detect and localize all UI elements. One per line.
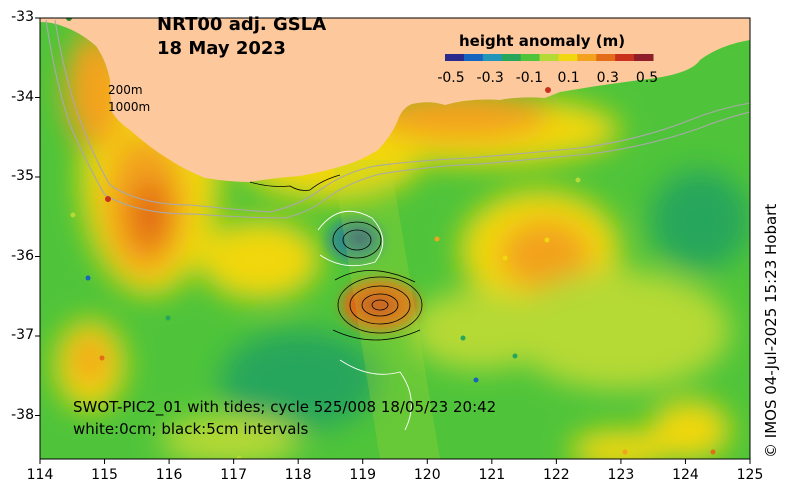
x-tick-label: 121: [478, 467, 506, 483]
colorbar-swatch: [558, 54, 578, 61]
y-tick-label: -36: [11, 247, 34, 264]
contour-label-1000m: 1000m: [108, 100, 151, 114]
x-tick-label: 119: [349, 467, 377, 483]
zero-contours: [317, 210, 412, 431]
swot-contours: [332, 221, 423, 341]
x-tick-label: 118: [284, 467, 312, 483]
x-tick-label: 117: [220, 467, 247, 483]
x-tick-label: 125: [736, 467, 764, 483]
x-tick-label: 115: [91, 467, 118, 483]
anomaly-field: [55, 30, 750, 459]
colorbar-swatch: [445, 54, 465, 61]
colorbar-title: height anomaly (m): [459, 32, 626, 50]
colorbar-swatch: [634, 54, 654, 61]
x-tick-label: 122: [542, 467, 570, 483]
plot-frame: [39, 17, 751, 460]
colorbar-tick-label: 0.1: [557, 70, 580, 86]
map-title: NRT00 adj. GSLA: [157, 14, 327, 35]
colorbar-tick-label: 0.5: [635, 70, 659, 86]
coastline: [249, 174, 341, 191]
colorbar-swatch: [520, 54, 541, 61]
swot-swath-band: [332, 160, 440, 459]
contour-label-200m: 200m: [108, 83, 143, 97]
y-tick-label: -34: [11, 88, 34, 105]
x-tick-label: 116: [155, 467, 183, 483]
map-date: 18 May 2023: [157, 38, 286, 59]
colorbar-swatch: [596, 54, 616, 61]
x-tick-label: 114: [26, 467, 54, 483]
axis-ticks: [35, 17, 751, 464]
y-tick-label: -35: [11, 168, 34, 184]
colorbar: [445, 54, 654, 61]
colorbar-tick-label: -0.3: [476, 70, 504, 86]
colorbar-swatch: [577, 54, 597, 61]
colorbar-swatch: [539, 54, 559, 61]
contour-legend-note: white:0cm; black:5cm intervals: [73, 420, 309, 438]
y-tick-label: -38: [11, 406, 34, 423]
swot-annotation: SWOT-PIC2_01 with tides; cycle 525/008 1…: [73, 398, 497, 416]
colorbar-tick-label: 0.3: [596, 70, 619, 86]
swot-swath-anomaly: [327, 218, 418, 331]
observation-markers: [66, 18, 716, 459]
colorbar-tick-label: -0.1: [515, 70, 544, 86]
colorbar-tick-label: -0.5: [437, 70, 465, 86]
colorbar-swatch: [501, 54, 522, 61]
colorbar-swatch: [615, 54, 635, 61]
x-tick-label: 120: [413, 467, 441, 483]
x-tick-label: 124: [672, 467, 699, 483]
x-tick-label: 123: [607, 467, 635, 483]
y-tick-label: -37: [11, 327, 34, 343]
bathymetry-contours: [45, 19, 750, 219]
colorbar-swatch: [463, 54, 484, 61]
y-tick-label: -33: [11, 9, 34, 25]
imos-credit: © IMOS 04-Jul-2025 15:23 Hobart: [762, 203, 780, 458]
colorbar-swatch: [482, 54, 503, 61]
